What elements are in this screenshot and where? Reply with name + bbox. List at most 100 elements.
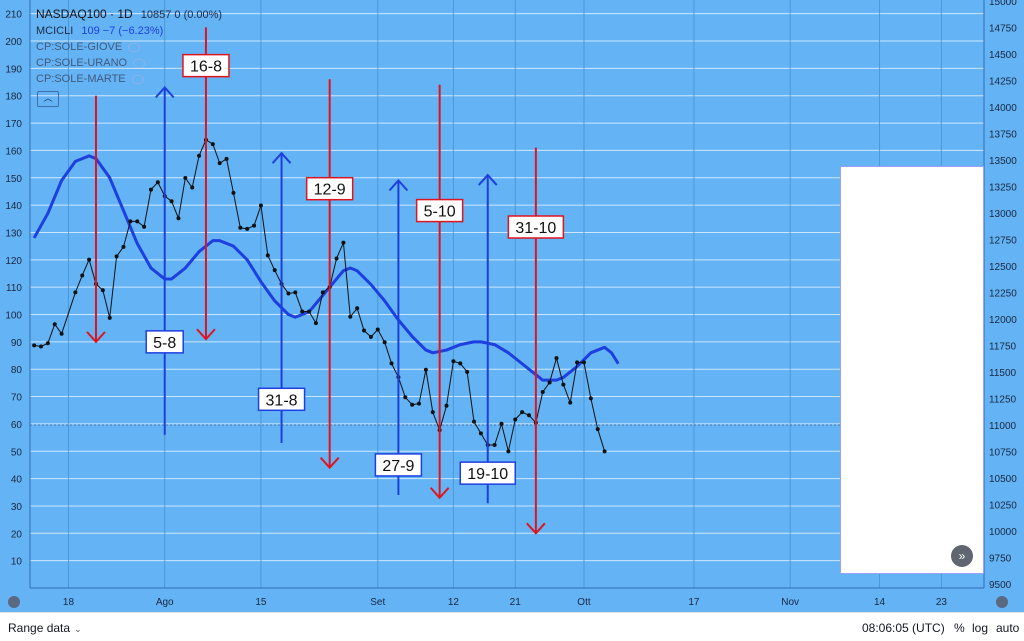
left-axis-tick-label: 10 <box>11 557 23 568</box>
date-label-box[interactable] <box>459 461 517 485</box>
date-label-text[interactable]: 31-8 <box>266 392 298 409</box>
eye-icon[interactable] <box>128 42 141 52</box>
up-arrow-head <box>271 151 292 164</box>
price-point <box>59 331 64 336</box>
overlay-label[interactable]: CP:SOLE-URANO <box>36 57 128 69</box>
right-axis-tick-label: 11500 <box>989 368 1017 379</box>
legend-indicator-row[interactable]: MCICLI 109 −7 (−6.23%) <box>36 23 222 39</box>
price-point <box>100 288 105 293</box>
percent-toggle[interactable]: % <box>954 621 965 635</box>
price-point <box>307 309 312 314</box>
time-axis-tick-label: 23 <box>936 597 948 608</box>
price-point <box>73 290 78 295</box>
price-point <box>238 225 243 230</box>
date-label-text[interactable]: 5-10 <box>424 204 456 221</box>
price-point <box>272 268 277 273</box>
left-axis-tick-label: 20 <box>11 529 23 540</box>
date-label-box[interactable] <box>145 330 184 354</box>
down-arrow-head <box>86 331 106 344</box>
price-point <box>107 315 112 320</box>
price-point <box>417 401 422 406</box>
right-axis-tick-label: 12000 <box>989 315 1017 326</box>
date-label-box[interactable] <box>415 198 464 223</box>
price-point <box>472 419 477 424</box>
time-axis-tick-label: Set <box>370 597 385 608</box>
left-axis-tick-label: 170 <box>5 119 22 130</box>
right-axis-tick-label: 14000 <box>989 103 1017 114</box>
right-axis-tick-label: 14750 <box>989 24 1017 35</box>
down-arrow-head <box>196 328 216 341</box>
price-point <box>128 219 133 224</box>
date-label-text[interactable]: 12-9 <box>314 182 346 199</box>
eye-icon[interactable] <box>131 74 144 84</box>
range-data-button[interactable]: Range data ⌄ <box>8 621 82 635</box>
price-point <box>451 359 456 364</box>
date-label-text[interactable]: 16-8 <box>190 59 222 76</box>
up-arrow-head <box>388 179 409 192</box>
price-point <box>595 427 600 432</box>
auto-toggle[interactable]: auto <box>996 621 1020 635</box>
price-point <box>465 369 470 374</box>
log-toggle[interactable]: log <box>972 621 989 635</box>
price-point <box>547 380 552 385</box>
chart-area[interactable]: 10 20 30 40 50 60 70 80 90 100 110 120 130 140 150 160 1… <box>0 0 1024 612</box>
price-point <box>80 273 85 278</box>
date-label-box[interactable] <box>182 53 230 78</box>
chevron-down-icon: ⌄ <box>74 624 82 634</box>
down-arrow-head <box>319 456 340 470</box>
price-point <box>313 321 318 326</box>
right-axis-tick-label: 13500 <box>989 156 1017 167</box>
price-point <box>217 161 222 166</box>
date-label-text[interactable]: 27-9 <box>382 458 414 475</box>
price-point <box>499 421 504 426</box>
price-chart[interactable]: 10 20 30 40 50 60 70 80 90 100 110 120 130 140 150 160 1… <box>0 0 1024 612</box>
date-label-text[interactable]: 31-10 <box>515 220 556 237</box>
date-label-box[interactable] <box>374 453 423 477</box>
legend-overlay-row[interactable]: CP:SOLE-GIOVE <box>36 39 222 55</box>
right-axis-tick-label: 13000 <box>989 209 1017 220</box>
eye-icon[interactable] <box>133 58 146 68</box>
legend-overlay-row[interactable]: CP:SOLE-URANO <box>36 55 222 71</box>
date-label-text[interactable]: 5-8 <box>153 335 176 352</box>
date-label-box[interactable] <box>305 176 354 201</box>
date-label-text[interactable]: 19-10 <box>467 466 508 483</box>
price-point <box>155 180 160 185</box>
clock-readout[interactable]: 08:06:05 (UTC) <box>862 621 945 635</box>
price-point <box>300 309 305 314</box>
right-axis-panel <box>984 0 1024 612</box>
left-axis-tick-label: 80 <box>11 365 23 376</box>
overlay-label[interactable]: CP:SOLE-GIOVE <box>36 41 123 53</box>
right-axis-tick-label: 13250 <box>989 182 1017 193</box>
price-point <box>190 185 195 190</box>
time-axis-tick-label: 12 <box>448 597 460 608</box>
left-axis-tick-label: 40 <box>11 475 23 486</box>
price-point <box>320 290 325 295</box>
scroll-to-realtime-button[interactable]: » <box>951 545 973 567</box>
right-axis-tick-label: 11750 <box>989 341 1017 352</box>
price-point <box>258 203 263 208</box>
price-point <box>444 403 449 408</box>
right-axis-tick-label: 9500 <box>989 580 1012 591</box>
indicator-name[interactable]: MCICLI <box>36 25 74 37</box>
legend-overlay-row[interactable]: CP:SOLE-MARTE <box>36 71 222 87</box>
legend-symbol-row[interactable]: NASDAQ100 · 1D 10857 0 (0.00%) <box>36 6 222 23</box>
right-axis-tick-label: 12250 <box>989 288 1017 299</box>
price-point <box>526 413 531 418</box>
symbol-name[interactable]: NASDAQ100 · 1D <box>36 7 133 21</box>
date-label-box[interactable] <box>257 387 306 412</box>
price-point <box>169 199 174 204</box>
price-point <box>506 449 511 454</box>
settings-dot-icon[interactable] <box>8 596 20 608</box>
chart-legend: NASDAQ100 · 1D 10857 0 (0.00%) MCICLI 10… <box>36 6 222 87</box>
right-axis-tick-label: 14500 <box>989 50 1017 61</box>
settings-dot-icon[interactable] <box>996 596 1008 608</box>
price-point <box>341 240 346 245</box>
date-label-box[interactable] <box>507 215 565 239</box>
right-axis-tick-label: 11000 <box>989 421 1017 432</box>
price-point <box>114 254 119 259</box>
price-point <box>602 449 607 454</box>
price-point <box>87 257 92 262</box>
chevron-up-icon[interactable]: ︿ <box>37 91 59 107</box>
overlay-label[interactable]: CP:SOLE-MARTE <box>36 73 126 85</box>
left-axis-tick-label: 70 <box>11 393 23 404</box>
